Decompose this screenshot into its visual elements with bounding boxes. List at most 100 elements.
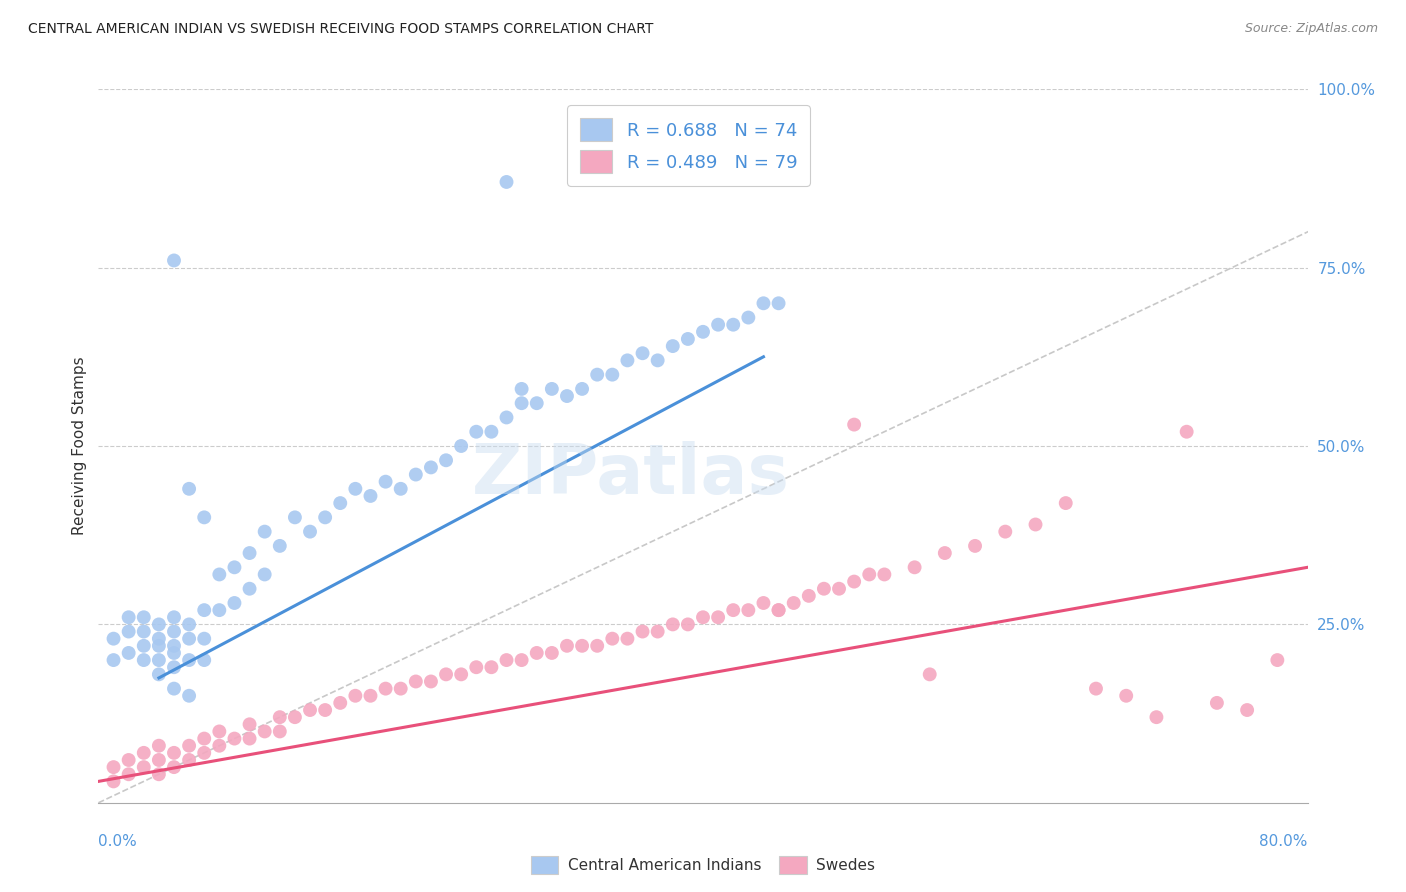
Point (662, 339, 685, 353)
Point (450, 439, 472, 453)
Point (239, 717, 262, 731)
Legend: Central American Indians, Swedes: Central American Indians, Swedes (524, 850, 882, 880)
Point (1024, 517, 1046, 532)
Point (1144, 710, 1167, 724)
Point (450, 667, 472, 681)
Point (253, 524, 276, 539)
Point (163, 253, 186, 268)
Point (208, 724, 231, 739)
Point (737, 310, 759, 325)
Point (148, 739, 170, 753)
Point (224, 596, 246, 610)
Point (284, 510, 307, 524)
Point (465, 425, 488, 439)
Point (692, 325, 714, 339)
Point (813, 582, 835, 596)
Point (344, 482, 367, 496)
Point (631, 624, 654, 639)
Point (269, 724, 291, 739)
Point (405, 467, 427, 482)
Point (495, 653, 517, 667)
Point (179, 482, 201, 496)
Text: CENTRAL AMERICAN INDIAN VS SWEDISH RECEIVING FOOD STAMPS CORRELATION CHART: CENTRAL AMERICAN INDIAN VS SWEDISH RECEI… (28, 22, 654, 37)
Point (148, 753, 170, 767)
Point (405, 674, 427, 689)
Point (193, 632, 215, 646)
Point (389, 681, 412, 696)
Point (193, 746, 215, 760)
Point (571, 382, 593, 396)
Point (163, 660, 186, 674)
Point (103, 774, 125, 789)
Point (783, 596, 806, 610)
Point (495, 410, 517, 425)
Point (299, 703, 322, 717)
Point (858, 567, 880, 582)
Point (148, 653, 170, 667)
Point (1267, 653, 1289, 667)
Point (360, 489, 382, 503)
Point (707, 318, 730, 332)
Point (103, 653, 125, 667)
Point (360, 689, 382, 703)
Point (828, 582, 851, 596)
Point (918, 667, 941, 681)
Point (844, 417, 866, 432)
Point (314, 703, 336, 717)
Y-axis label: Receiving Food Stamps: Receiving Food Stamps (72, 357, 87, 535)
Point (329, 696, 352, 710)
Point (103, 632, 125, 646)
Point (118, 767, 141, 781)
Point (510, 396, 533, 410)
Point (647, 353, 669, 368)
Point (284, 710, 307, 724)
Point (179, 653, 201, 667)
Point (616, 632, 638, 646)
Point (481, 660, 503, 674)
Point (420, 674, 443, 689)
Point (208, 567, 231, 582)
Point (253, 567, 276, 582)
Point (1054, 496, 1077, 510)
Point (526, 646, 548, 660)
Point (526, 396, 548, 410)
Point (1085, 681, 1108, 696)
Point (118, 753, 141, 767)
Point (132, 610, 155, 624)
Point (239, 546, 262, 560)
Point (193, 603, 215, 617)
Point (602, 368, 624, 382)
Point (586, 639, 609, 653)
Point (329, 496, 352, 510)
Point (208, 739, 231, 753)
Point (555, 639, 578, 653)
Point (224, 560, 246, 574)
Point (662, 617, 685, 632)
Point (1206, 696, 1229, 710)
Point (994, 524, 1017, 539)
Point (118, 624, 141, 639)
Point (179, 617, 201, 632)
Point (1115, 689, 1137, 703)
Point (510, 382, 533, 396)
Point (374, 681, 396, 696)
Point (904, 560, 927, 574)
Point (148, 632, 170, 646)
Point (602, 632, 624, 646)
Point (269, 710, 291, 724)
Point (132, 760, 155, 774)
Point (118, 646, 141, 660)
Point (676, 617, 699, 632)
Point (586, 368, 609, 382)
Point (103, 760, 125, 774)
Point (389, 482, 412, 496)
Point (752, 596, 775, 610)
Point (434, 453, 457, 467)
Point (934, 546, 956, 560)
Point (420, 460, 443, 475)
Point (768, 603, 790, 617)
Point (374, 475, 396, 489)
Point (465, 660, 488, 674)
Point (179, 739, 201, 753)
Point (676, 332, 699, 346)
